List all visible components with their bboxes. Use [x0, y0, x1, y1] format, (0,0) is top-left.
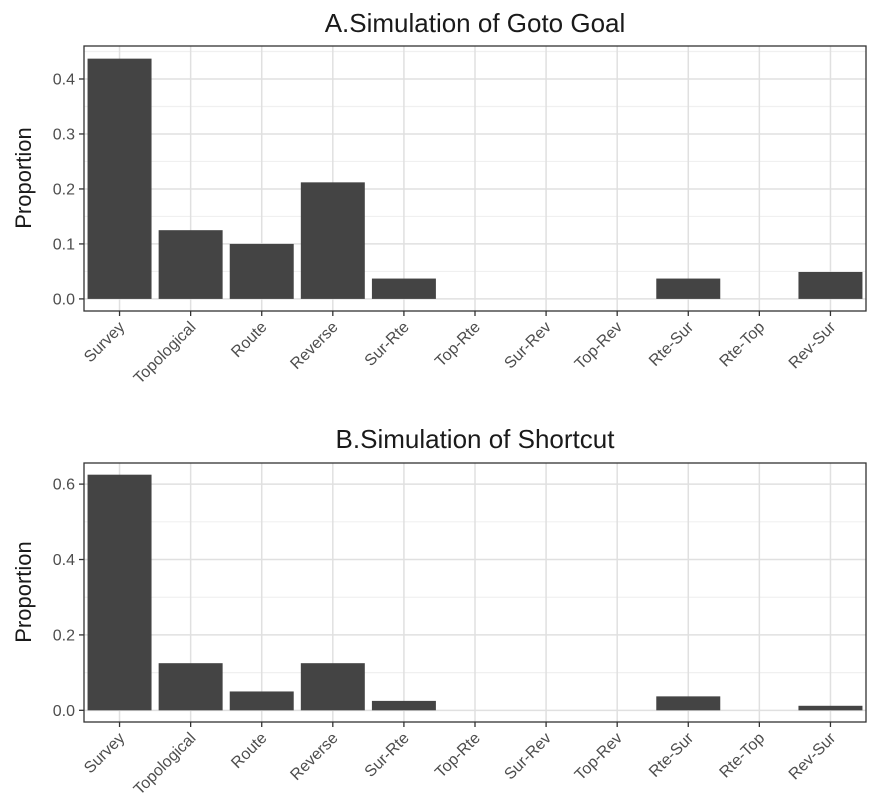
y-axis-label: Proportion — [11, 127, 36, 229]
x-tick-label: Rte-Top — [717, 319, 769, 371]
x-tick-label: Topological — [131, 730, 200, 799]
y-tick-label: 0.1 — [53, 236, 75, 253]
y-tick-label: 0.4 — [53, 552, 75, 569]
x-tick-label: Sur-Rte — [362, 730, 413, 781]
bar-topological — [158, 663, 223, 711]
y-tick-label: 0.0 — [53, 703, 75, 720]
bar-rev-sur — [798, 271, 863, 299]
bar-survey — [87, 474, 152, 711]
x-tick-label: Survey — [81, 730, 128, 777]
chart-title: B.Simulation of Shortcut — [336, 424, 616, 454]
chart-panel-b: B.Simulation of Shortcut 0.0 0.2 0.4 0.6 Surv… — [11, 424, 867, 799]
bar-route — [229, 691, 294, 711]
x-tick-label: Top-Rte — [432, 319, 484, 371]
y-tick-label: 0.2 — [53, 627, 75, 644]
x-tick-label: Route — [228, 730, 270, 772]
bar-topological — [158, 230, 223, 299]
x-tick-label: Sur-Rte — [362, 319, 413, 370]
y-axis-label: Proportion — [11, 541, 36, 643]
bar-sur-rte — [371, 278, 436, 299]
bar-reverse — [300, 182, 365, 299]
y-tick-label: 0.2 — [53, 181, 75, 198]
x-tick-label: Rte-Sur — [646, 318, 697, 369]
x-tick-label: Sur-Rev — [501, 319, 555, 373]
x-tick-label: Rev-Sur — [786, 318, 840, 372]
bar-sur-rte — [371, 700, 436, 711]
x-tick-label: Sur-Rev — [501, 730, 555, 784]
x-tick-label: Survey — [81, 319, 128, 366]
x-tick-label: Topological — [131, 319, 200, 388]
chart-panel-a: A.Simulation of Goto Goal 0.0 0.1 0.2 0.3 0.4… — [11, 8, 867, 388]
bar-rte-sur — [656, 696, 721, 711]
bar-rte-sur — [656, 278, 721, 299]
bar-route — [229, 243, 294, 299]
y-tick-label: 0.4 — [53, 71, 75, 88]
x-tick-label: Rte-Top — [717, 730, 769, 782]
x-tick-label: Top-Rte — [432, 730, 484, 782]
x-tick-label: Rte-Sur — [646, 729, 697, 780]
y-tick-label: 0.3 — [53, 126, 75, 143]
x-tick-label: Reverse — [287, 730, 341, 784]
x-tick-label: Rev-Sur — [786, 729, 840, 783]
x-tick-label: Route — [228, 319, 270, 361]
chart-title: A.Simulation of Goto Goal — [325, 8, 626, 38]
x-tick-label: Top-Rev — [572, 730, 626, 784]
bar-survey — [87, 58, 152, 299]
y-tick-label: 0.6 — [53, 477, 75, 494]
bar-reverse — [300, 663, 365, 711]
x-tick-label: Reverse — [287, 319, 341, 373]
y-tick-label: 0.0 — [53, 291, 75, 308]
bar-rev-sur — [798, 705, 863, 711]
x-tick-label: Top-Rev — [572, 319, 626, 373]
